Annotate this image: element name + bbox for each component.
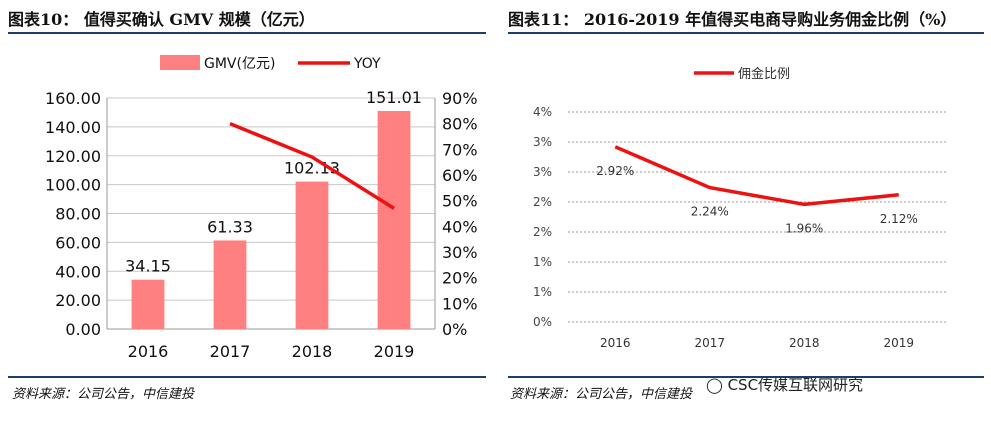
- y-tick-label: 4%: [533, 105, 552, 119]
- y-left-tick-label: 160.00: [45, 89, 101, 108]
- gmv-bar-label: 102.13: [284, 159, 340, 178]
- watermark-text: CSC传媒互联网研究: [727, 376, 864, 394]
- watermark: ◯ CSC传媒互联网研究: [706, 374, 863, 395]
- y-right-tick-label: 80%: [442, 115, 478, 134]
- y-tick-label: 2%: [533, 225, 552, 239]
- y-tick-label: 2%: [533, 195, 552, 209]
- y-right-tick-label: 20%: [442, 269, 478, 288]
- y-tick-label: 1%: [533, 255, 552, 269]
- gmv-bar: [295, 181, 329, 329]
- left-bottom-rule: [8, 376, 486, 378]
- y-left-tick-label: 40.00: [55, 262, 101, 281]
- left-title-rule: [8, 32, 486, 34]
- y-tick-label: 0%: [533, 315, 552, 329]
- legend-commission-label: 佣金比例: [738, 66, 790, 82]
- gmv-bar-label: 151.01: [366, 88, 422, 107]
- gmv-bar: [213, 240, 247, 329]
- x-tick-label: 2017: [694, 336, 725, 350]
- gmv-bar-label: 61.33: [207, 217, 253, 236]
- commission-data-label: 2.92%: [596, 164, 634, 178]
- legend-yoy-label: YOY: [353, 56, 381, 72]
- y-right-tick-label: 0%: [442, 320, 467, 339]
- y-left-tick-label: 100.00: [45, 176, 101, 195]
- commission-data-label: 2.12%: [880, 212, 918, 226]
- y-left-tick-label: 60.00: [55, 233, 101, 252]
- x-tick-label: 2018: [292, 342, 333, 361]
- right-bottom-rule: [508, 376, 984, 378]
- right-source-note: 资料来源：公司公告，中信建投: [510, 387, 693, 402]
- commission-data-label: 2.24%: [691, 205, 729, 219]
- legend-gmv-swatch: [160, 55, 200, 70]
- y-tick-label: 1%: [533, 285, 552, 299]
- y-right-tick-label: 90%: [442, 89, 478, 108]
- commission-data-label: 1.96%: [785, 221, 823, 235]
- y-tick-label: 3%: [533, 135, 552, 149]
- commission-line: [614, 145, 899, 207]
- left-source-note: 资料来源：公司公告，中信建投: [12, 387, 195, 402]
- y-right-tick-label: 30%: [442, 243, 478, 262]
- left-chart-title: 图表10： 值得买确认 GMV 规模（亿元）: [8, 10, 315, 29]
- right-chart-title: 图表11： 2016-2019 年值得买电商导购业务佣金比例（%）: [508, 10, 957, 29]
- gmv-bar-label: 34.15: [125, 257, 171, 276]
- wechat-icon: ◯: [706, 376, 723, 394]
- x-tick-label: 2019: [883, 336, 914, 350]
- x-tick-label: 2016: [600, 336, 631, 350]
- commission-chart: 0% 1% 1% 2% 2% 3% 3% 4% 2.92% 2.24% 1.96% 2.12% 2016…: [533, 66, 946, 350]
- y-left-tick-label: 20.00: [55, 291, 101, 310]
- y-right-tick-label: 60%: [442, 166, 478, 185]
- x-tick-label: 2017: [210, 342, 251, 361]
- x-tick-label: 2019: [374, 342, 415, 361]
- y-tick-label: 3%: [533, 165, 552, 179]
- x-tick-label: 2016: [128, 342, 169, 361]
- yoy-line: [229, 122, 395, 210]
- gmv-chart: 0.00 20.00 40.00 60.00 80.00 100.00 120.00 140.…: [45, 55, 478, 361]
- right-title-rule: [508, 32, 984, 34]
- x-tick-label: 2018: [789, 336, 820, 350]
- y-left-tick-label: 0.00: [65, 320, 101, 339]
- gmv-bar: [377, 110, 411, 329]
- y-right-tick-label: 10%: [442, 294, 478, 313]
- y-left-tick-label: 140.00: [45, 118, 101, 137]
- legend-gmv-label: GMV(亿元): [204, 56, 275, 72]
- y-right-tick-label: 70%: [442, 140, 478, 159]
- y-left-tick-label: 80.00: [55, 205, 101, 224]
- y-right-tick-label: 50%: [442, 192, 478, 211]
- gmv-bar: [131, 279, 165, 329]
- y-left-tick-label: 120.00: [45, 147, 101, 166]
- y-right-tick-label: 40%: [442, 217, 478, 236]
